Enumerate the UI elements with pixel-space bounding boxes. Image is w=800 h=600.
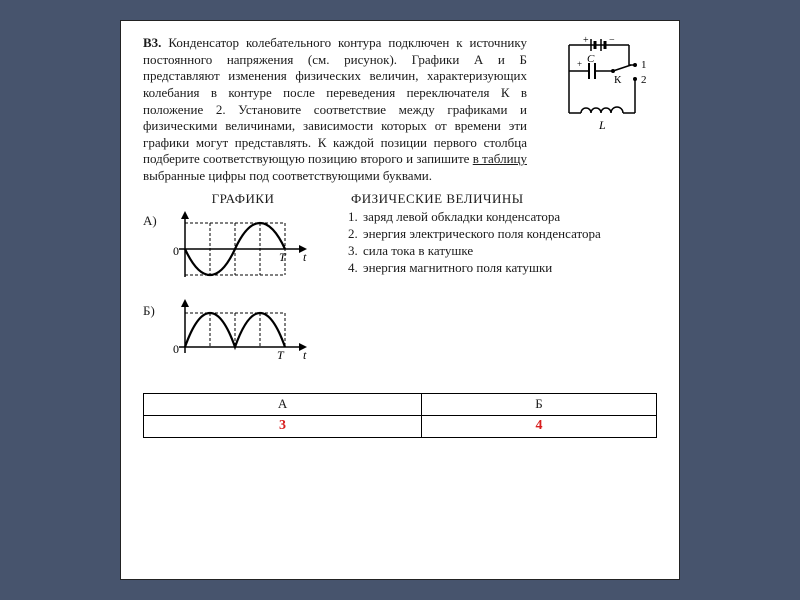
inductor-label: L [598, 118, 606, 132]
axis-t-a: t [303, 250, 307, 264]
list-item: заряд левой обкладки кон­денсатора [361, 209, 657, 225]
heading-graphs: ГРАФИКИ [143, 191, 343, 207]
graphs-column: А) [143, 209, 343, 375]
cap-plus: + [577, 59, 582, 69]
quantities-list: заряд левой обкладки кон­денсатора энерг… [343, 209, 657, 277]
graph-a-svg: 0 T t [165, 209, 315, 287]
top-block: В3. Конденсатор колебательного кон­тура … [143, 35, 657, 185]
circuit-diagram: + − + C К 1 2 [539, 35, 657, 185]
table-row: 3 4 [144, 415, 657, 437]
worksheet-page: В3. Конденсатор колебательного кон­тура … [120, 20, 680, 580]
problem-label: В3. [143, 35, 161, 50]
battery-minus-icon: − [609, 35, 615, 46]
answer-table: А Б 3 4 [143, 393, 657, 438]
graph-a: А) [143, 209, 343, 291]
column-headings: ГРАФИКИ ФИЗИЧЕСКИЕ ВЕЛИЧИНЫ [143, 191, 657, 207]
table-row: А Б [144, 393, 657, 415]
columns: А) [143, 209, 657, 375]
problem-text-3: выбранные цифры под соответствующими бук… [143, 168, 432, 183]
axis-zero-a: 0 [173, 244, 179, 258]
switch-label: К [614, 74, 622, 86]
heading-quantities: ФИЗИЧЕСКИЕ ВЕЛИЧИНЫ [343, 191, 657, 207]
answer-a: 3 [144, 415, 422, 437]
graph-b-svg: 0 T t [165, 299, 315, 363]
list-item: сила тока в катушке [361, 243, 657, 259]
problem-text-underlined: в таблицу [473, 151, 527, 166]
head-b: Б [422, 393, 657, 415]
graph-b: Б) 0 [143, 299, 343, 367]
axis-T-a: T [279, 250, 287, 264]
axis-T-b: T [277, 348, 285, 362]
head-a: А [144, 393, 422, 415]
problem-text: В3. Конденсатор колебательного кон­тура … [143, 35, 527, 185]
graph-a-label: А) [143, 209, 165, 229]
axis-zero-b: 0 [173, 342, 179, 356]
battery-plus-icon: + [583, 35, 589, 46]
list-item: энергия электрического поля конденсатора [361, 226, 657, 242]
quantities-column: заряд левой обкладки кон­денсатора энерг… [343, 209, 657, 375]
graph-b-label: Б) [143, 299, 165, 319]
list-item: энергия магнитного поля ка­тушки [361, 260, 657, 276]
pos-1: 1 [641, 59, 647, 71]
answer-b: 4 [422, 415, 657, 437]
pos-2: 2 [641, 74, 647, 86]
axis-t-b: t [303, 348, 307, 362]
capacitor-label: C [587, 53, 595, 65]
